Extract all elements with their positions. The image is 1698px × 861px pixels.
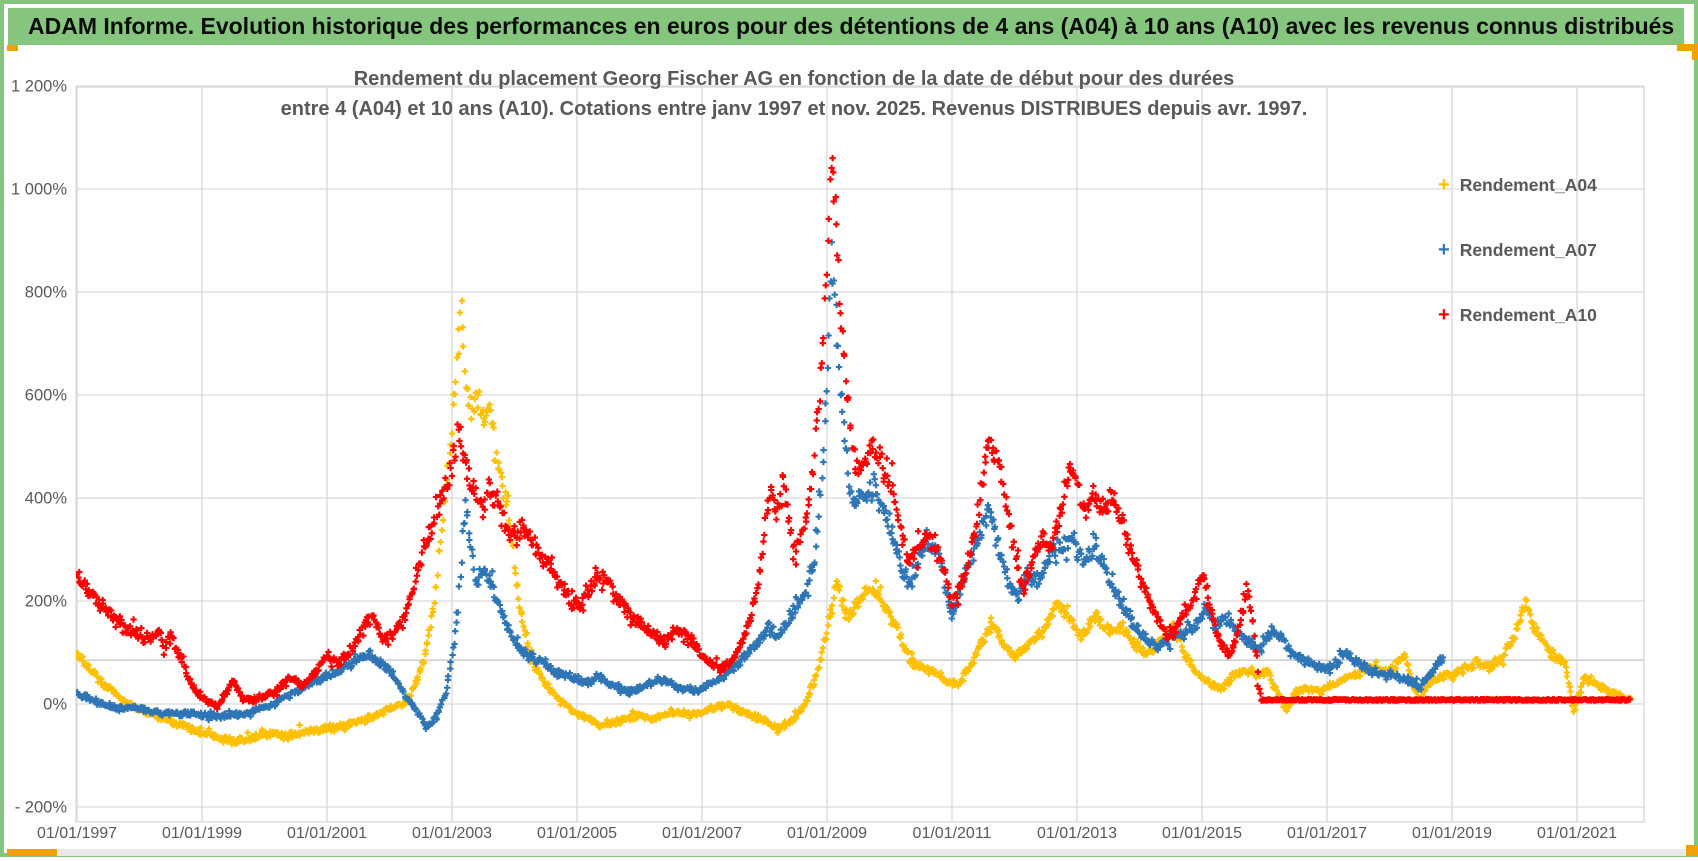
chart-canvas[interactable]: 1 200% 1 000% 800% 600% 400% 200% 0% - 200% 01/0…	[4, 4, 1698, 861]
orange-corner-top-icon	[1677, 44, 1698, 51]
legend-label: Rendement_A04	[1459, 174, 1597, 195]
legend-item-rendement-a10[interactable]: + Rendement_A10	[1438, 302, 1658, 328]
svg-text:01/01/2021: 01/01/2021	[1537, 825, 1617, 842]
svg-text:01/01/2009: 01/01/2009	[787, 825, 867, 842]
series-rendement_a04	[76, 297, 1634, 748]
legend-item-rendement-a07[interactable]: + Rendement_A07	[1438, 237, 1658, 263]
svg-text:01/01/2013: 01/01/2013	[1037, 825, 1117, 842]
orange-accent-bottom-right-icon	[1686, 845, 1698, 856]
svg-text:01/01/2011: 01/01/2011	[913, 825, 992, 842]
svg-text:200%: 200%	[25, 593, 68, 611]
title-bar: ADAM Informe. Evolution historique des p…	[8, 8, 1684, 45]
svg-text:01/01/2003: 01/01/2003	[412, 825, 492, 842]
chart-title-line2: entre 4 (A04) et 10 ans (A10). Cotations…	[280, 98, 1308, 120]
plus-marker-icon: +	[1438, 239, 1450, 261]
svg-text:01/01/2019: 01/01/2019	[1412, 825, 1492, 842]
orange-accent-left-icon	[7, 45, 18, 51]
sheet-row-strip	[8, 849, 1698, 856]
orange-accent-bottom-left-icon	[7, 849, 57, 856]
svg-text:600%: 600%	[25, 387, 68, 405]
svg-text:1 200%: 1 200%	[11, 78, 67, 96]
svg-text:01/01/2001: 01/01/2001	[287, 825, 367, 842]
page-title: ADAM Informe. Evolution historique des p…	[28, 13, 1675, 39]
series-rendement_a10	[76, 155, 1634, 713]
svg-text:800%: 800%	[25, 284, 68, 302]
gridlines	[76, 85, 1644, 822]
svg-text:0%: 0%	[43, 696, 67, 714]
legend-label: Rendement_A07	[1459, 239, 1597, 260]
chart-title-line1: Rendement du placement Georg Fischer AG …	[353, 68, 1235, 90]
plus-marker-icon: +	[1438, 174, 1450, 196]
plus-marker-icon: +	[1438, 304, 1450, 326]
series-rendement_a07	[76, 239, 1447, 732]
plot-border	[75, 86, 1645, 823]
svg-text:01/01/2017: 01/01/2017	[1287, 825, 1367, 842]
legend-item-rendement-a04[interactable]: + Rendement_A04	[1438, 172, 1658, 198]
y-axis-labels: 1 200% 1 000% 800% 600% 400% 200% 0% - 200%	[11, 78, 67, 817]
legend: + Rendement_A04 + Rendement_A07 + Rendem…	[1438, 172, 1658, 367]
svg-text:- 200%: - 200%	[15, 799, 68, 817]
svg-text:1 000%: 1 000%	[11, 181, 67, 199]
x-axis-labels: 01/01/1997 01/01/1999 01/01/2001 01/01/2003…	[37, 825, 1617, 842]
svg-text:400%: 400%	[25, 490, 68, 508]
chart-title: Rendement du placement Georg Fischer AG …	[204, 64, 1384, 124]
svg-text:01/01/2007: 01/01/2007	[662, 825, 742, 842]
orange-corner-side-icon	[1692, 44, 1698, 60]
svg-text:01/01/1999: 01/01/1999	[162, 825, 242, 842]
svg-text:01/01/1997: 01/01/1997	[37, 825, 117, 842]
svg-text:01/01/2015: 01/01/2015	[1162, 825, 1242, 842]
svg-text:01/01/2005: 01/01/2005	[537, 825, 617, 842]
legend-label: Rendement_A10	[1459, 304, 1597, 325]
